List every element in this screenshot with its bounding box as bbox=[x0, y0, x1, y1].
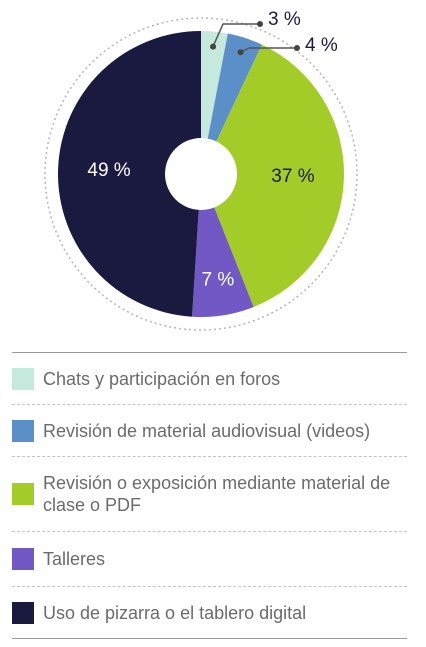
slice-label-videos: 4 % bbox=[305, 35, 338, 56]
outer-dotted-ring bbox=[44, 17, 358, 331]
pie-slice-talleres bbox=[192, 174, 254, 318]
pie-labels: 37 % 7 % 49 % 3 %4 % bbox=[87, 9, 337, 291]
legend-item-videos: Revisión de material audiovisual (videos… bbox=[12, 404, 407, 456]
legend-item-pdf: Revisión o exposición mediante material … bbox=[12, 456, 407, 531]
legend-item-talleres: Talleres bbox=[12, 531, 407, 586]
slice-label-pdf: 37 % bbox=[271, 166, 314, 187]
legend-item-chats: Chats y participación en foros bbox=[12, 353, 407, 404]
pie-chart: 37 % 7 % 49 % 3 %4 % bbox=[44, 9, 358, 331]
legend-swatch-pizarra bbox=[12, 601, 34, 624]
legend-label-chats: Chats y participación en foros bbox=[43, 368, 281, 389]
callout-line-videos bbox=[240, 47, 297, 53]
legend-label-talleres: Talleres bbox=[43, 549, 106, 569]
callout-dot-videos-start bbox=[237, 49, 244, 56]
pie-slice-pdf bbox=[201, 44, 344, 307]
callout-dot-chats-end bbox=[257, 21, 263, 27]
slice-label-talleres: 7 % bbox=[202, 270, 235, 291]
slice-label-chats: 3 % bbox=[268, 9, 301, 30]
legend-swatch-videos bbox=[12, 419, 34, 442]
callout-dot-chats-start bbox=[210, 43, 217, 50]
legend-label-pizarra: Uso de pizarra o el tablero digital bbox=[43, 602, 307, 623]
pie-slice-chats bbox=[201, 31, 228, 174]
donut-hole bbox=[165, 138, 237, 210]
pie-slices bbox=[58, 31, 344, 318]
callout-line-chats bbox=[212, 23, 260, 47]
legend-swatch-talleres bbox=[12, 548, 34, 570]
callout-dot-videos-end bbox=[294, 45, 300, 51]
legend-label-pdf: Revisión o exposición mediante material … bbox=[43, 473, 391, 515]
legend-swatch-chats bbox=[12, 367, 34, 390]
pie-slice-videos bbox=[201, 33, 262, 174]
legend-label-videos: Revisión de material audiovisual (videos… bbox=[43, 420, 371, 441]
slice-label-pizarra: 49 % bbox=[87, 160, 130, 181]
pie-slice-pizarra bbox=[58, 31, 202, 317]
legend: Chats y participación en foros Revisión … bbox=[12, 352, 407, 639]
legend-item-pizarra: Uso de pizarra o el tablero digital bbox=[12, 586, 407, 638]
legend-swatch-pdf bbox=[12, 483, 34, 505]
